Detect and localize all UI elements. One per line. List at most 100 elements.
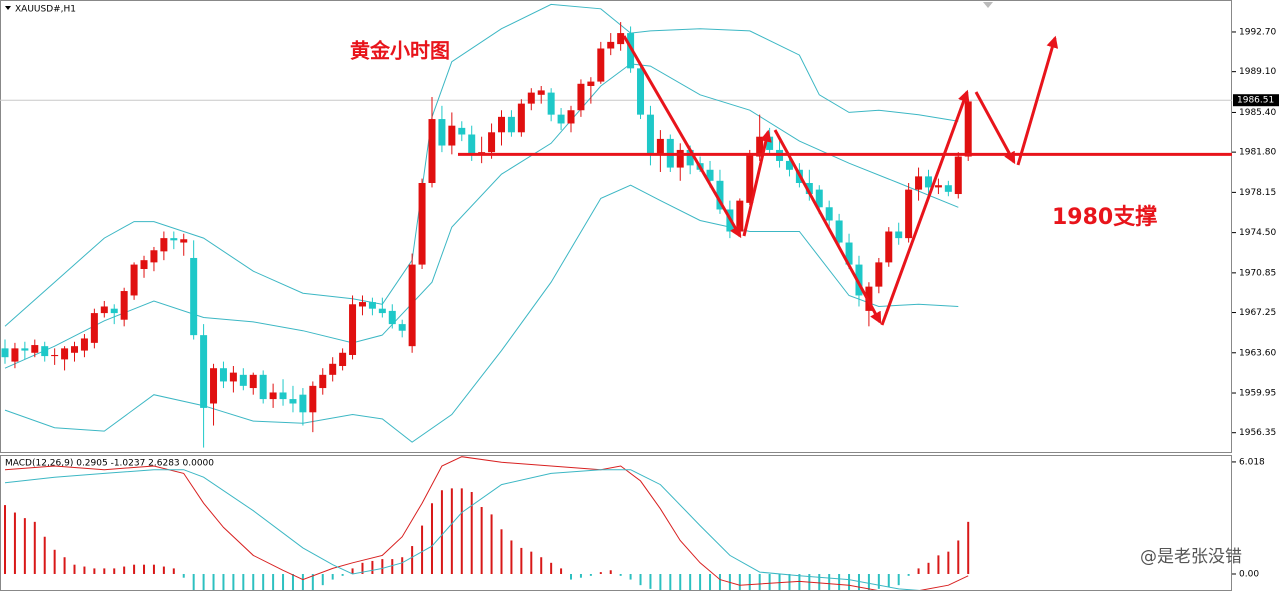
candle-body xyxy=(527,92,535,104)
candle-body xyxy=(547,92,555,115)
price-panel xyxy=(0,0,1232,453)
candle-body xyxy=(140,260,148,269)
candle-body xyxy=(656,138,664,155)
candle-body xyxy=(71,346,79,353)
candle-body xyxy=(190,257,198,336)
candle-body xyxy=(934,185,942,188)
axes: 1992.70 1989.10 1985.40 1981.80 1978.15 1974.… xyxy=(1232,27,1279,579)
candle-body xyxy=(855,264,863,296)
chart-title: 黄金小时图 xyxy=(350,39,450,63)
candle-body xyxy=(319,374,327,389)
candle-body xyxy=(160,238,168,252)
y-tick-label: 6.018 xyxy=(1239,457,1265,467)
candle-body xyxy=(507,116,515,133)
candle-body xyxy=(746,154,754,203)
candle-body xyxy=(368,302,376,309)
candle-body xyxy=(41,346,49,357)
y-tick-label: 1992.70 xyxy=(1239,27,1276,37)
candle-body xyxy=(349,304,357,355)
candle-body xyxy=(339,352,347,367)
candle-body xyxy=(567,110,575,124)
candle-body xyxy=(289,399,297,404)
candle-body xyxy=(418,183,426,265)
candle-body xyxy=(517,103,525,133)
candle-body xyxy=(1,348,9,358)
candle-body xyxy=(895,231,903,239)
arrow xyxy=(622,35,742,239)
candle-body xyxy=(766,136,774,150)
candle-body xyxy=(577,83,585,111)
candle-body xyxy=(815,189,823,208)
macd-title: MACD(12,26,9) 0.2905 -1.0237 2.6283 0.00… xyxy=(5,459,214,469)
candle-body xyxy=(259,374,267,400)
candle-body xyxy=(279,392,287,400)
candle-body xyxy=(448,125,456,146)
y-tick-label: 1963.60 xyxy=(1239,348,1276,358)
candle-body xyxy=(100,306,108,314)
candle-body xyxy=(835,220,843,243)
candle-body xyxy=(686,149,694,166)
candle-body xyxy=(80,338,88,351)
candle-body xyxy=(358,302,366,307)
candle-body xyxy=(130,264,138,296)
candle-body xyxy=(458,127,466,135)
candle-body xyxy=(627,33,635,69)
y-tick-label: 1956.35 xyxy=(1239,428,1276,438)
candle-body xyxy=(398,324,406,331)
y-tick-label: 1978.15 xyxy=(1239,188,1276,198)
symbol-label: XAUUSD#,H1 xyxy=(15,5,76,15)
candle-body xyxy=(785,160,793,170)
candle-body xyxy=(736,200,744,232)
shift-marker xyxy=(983,2,993,8)
candle-body xyxy=(587,81,595,86)
arrow xyxy=(1016,35,1059,166)
candle-body xyxy=(428,119,436,184)
candle-body xyxy=(120,291,128,320)
bollinger-band xyxy=(4,63,959,369)
candle-body xyxy=(200,335,208,408)
candle-body xyxy=(885,231,893,263)
candle-body xyxy=(150,250,158,263)
candle-body xyxy=(706,169,714,181)
y-tick-label: 1959.95 xyxy=(1239,389,1276,399)
candle-body xyxy=(537,90,545,95)
candle-body xyxy=(825,207,833,221)
y-tick-label: 1985.40 xyxy=(1239,108,1276,118)
candle-body xyxy=(915,176,923,190)
candle-body xyxy=(299,394,307,413)
candle-body xyxy=(716,180,724,210)
candle-body xyxy=(944,185,952,192)
macd-line xyxy=(4,456,969,590)
current-price-label: 1986.51 xyxy=(1237,96,1274,106)
bollinger-band xyxy=(4,184,959,443)
annotation: 1980支撑 xyxy=(1052,205,1157,230)
candle-body xyxy=(607,41,615,49)
candle-body xyxy=(110,308,118,314)
y-tick-label: 1989.10 xyxy=(1239,67,1276,77)
y-tick-label: 0.00 xyxy=(1239,569,1259,579)
price-plot xyxy=(0,3,1232,448)
candle-body xyxy=(557,114,565,124)
candle-body xyxy=(924,176,932,188)
candle-body xyxy=(90,313,98,343)
candle-body xyxy=(309,385,317,413)
arrow xyxy=(880,89,970,326)
y-tick-label: 1967.25 xyxy=(1239,308,1276,318)
candle-body xyxy=(954,156,962,195)
watermark: @是老张没错 xyxy=(1140,547,1242,567)
candle-body xyxy=(388,310,396,325)
candle-body xyxy=(468,134,476,155)
candle-body xyxy=(756,136,764,157)
candle-body xyxy=(875,262,883,287)
candle-body xyxy=(646,114,654,155)
candle-body xyxy=(210,368,218,404)
candle-body xyxy=(21,348,29,351)
candle-body xyxy=(170,238,178,241)
current-price-box xyxy=(1233,94,1279,107)
candle-body xyxy=(676,149,684,168)
candle-body xyxy=(805,183,813,195)
candle-body xyxy=(180,239,188,243)
candle-body xyxy=(378,308,386,314)
y-tick-label: 1981.80 xyxy=(1239,148,1276,158)
macd-panel xyxy=(0,455,1232,591)
